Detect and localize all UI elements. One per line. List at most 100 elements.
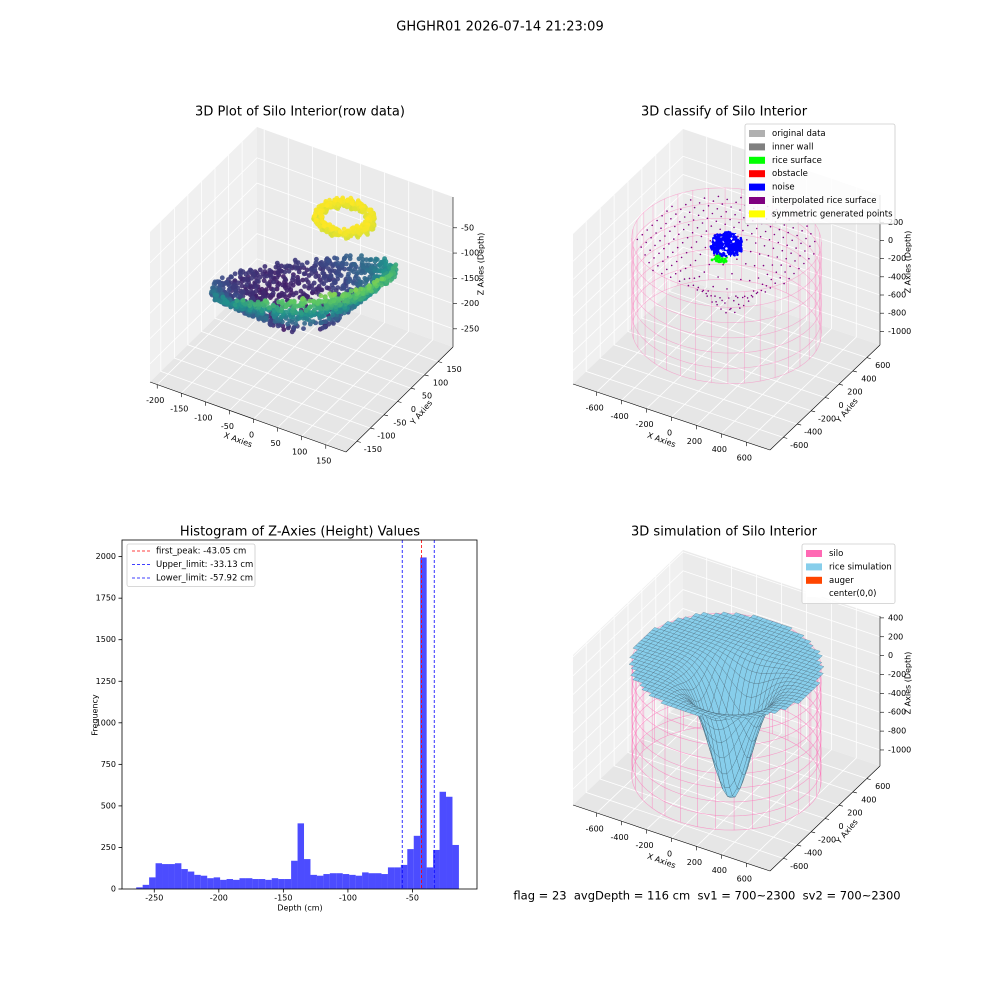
- point: [301, 316, 307, 321]
- point: [323, 262, 329, 268]
- point: [347, 256, 353, 262]
- point: [726, 242, 730, 245]
- point: [320, 270, 326, 276]
- point: [296, 269, 302, 275]
- point: [760, 289, 763, 292]
- y-tick-label: 600: [875, 782, 890, 791]
- point: [777, 241, 780, 244]
- x-axis: [572, 383, 771, 451]
- grid-line: [627, 602, 826, 819]
- point: [652, 269, 654, 272]
- point: [780, 264, 782, 266]
- bar: [368, 873, 376, 889]
- pane: [150, 127, 257, 382]
- y-tick-label: 750: [101, 760, 116, 769]
- x-axis: [149, 381, 347, 453]
- point: [665, 222, 667, 225]
- tick-mark: [783, 437, 788, 439]
- x-tick-label: 600: [737, 875, 752, 884]
- point: [719, 253, 722, 256]
- point: [720, 308, 722, 310]
- x-tick-label: -100: [339, 894, 357, 903]
- grid-line: [669, 141, 867, 358]
- point: [690, 246, 693, 249]
- point: [751, 296, 754, 298]
- point: [739, 238, 743, 241]
- point: [378, 263, 384, 269]
- point: [261, 278, 267, 284]
- axes-3d: -600-400-2000200400600-600-400-200020040…: [572, 129, 913, 463]
- silo-ring: [631, 248, 822, 354]
- point: [263, 315, 269, 321]
- point: [311, 319, 316, 324]
- point: [321, 281, 327, 287]
- x-tick-label: 150: [316, 456, 331, 465]
- point: [304, 260, 310, 265]
- point: [778, 228, 781, 231]
- legend-label: symmetric generated points: [772, 209, 893, 219]
- point: [328, 274, 334, 279]
- z-tick-label: -600: [888, 708, 906, 717]
- point: [324, 229, 330, 235]
- chart-title: Histogram of Z-Axies (Height) Values: [180, 525, 420, 540]
- y-tick-label: 1000: [96, 718, 116, 727]
- point: [712, 200, 715, 202]
- point: [662, 260, 664, 263]
- tick-mark: [797, 844, 802, 847]
- point: [326, 258, 331, 264]
- legend-label: silo: [829, 549, 843, 559]
- point: [710, 245, 714, 248]
- point: [737, 303, 740, 306]
- point: [688, 211, 691, 214]
- point: [716, 303, 718, 306]
- point: [372, 268, 377, 274]
- point: [250, 271, 256, 277]
- grid-line: [599, 208, 798, 425]
- point: [735, 251, 739, 254]
- z-tick-label: -600: [888, 291, 906, 300]
- point: [660, 227, 662, 229]
- grid-line: [173, 208, 371, 429]
- x-tick-label: -250: [145, 894, 163, 903]
- tick-mark: [797, 423, 802, 426]
- point: [724, 242, 728, 245]
- point: [290, 314, 296, 320]
- z-tick-label: -50: [461, 223, 474, 232]
- point: [804, 250, 806, 252]
- legend-swatch: [749, 130, 765, 137]
- point: [745, 263, 747, 265]
- point: [752, 290, 755, 292]
- silo-ring: [631, 202, 822, 308]
- point: [732, 240, 735, 243]
- point: [712, 285, 714, 288]
- grid-line: [621, 145, 732, 401]
- point: [712, 251, 716, 255]
- bar: [162, 864, 169, 889]
- point: [789, 265, 791, 268]
- point: [344, 198, 350, 203]
- x-tick-label: -150: [170, 405, 188, 414]
- y-tick-label: 1750: [96, 594, 116, 603]
- point: [683, 216, 686, 218]
- point: [713, 248, 717, 252]
- tick-mark: [811, 410, 816, 413]
- grid-line: [572, 264, 881, 371]
- point: [214, 293, 220, 298]
- bar: [316, 875, 324, 889]
- point: [696, 227, 699, 229]
- point: [341, 226, 347, 232]
- bar: [355, 875, 363, 889]
- point: [727, 255, 731, 258]
- point: [743, 295, 746, 298]
- point: [724, 259, 728, 263]
- y-tick-label: -400: [804, 849, 822, 858]
- chart-title: 3D simulation of Silo Interior: [631, 525, 818, 540]
- y-tick-label: 150: [446, 365, 461, 374]
- grid-line: [721, 599, 832, 855]
- bar: [207, 878, 214, 889]
- point: [675, 260, 678, 263]
- z-tick-label: -150: [461, 274, 479, 283]
- histogram: -250 -200 -150 -100 -50 0 250 500 750 1000 1250 150…: [96, 539, 478, 903]
- point: [319, 214, 324, 220]
- point: [695, 241, 698, 243]
